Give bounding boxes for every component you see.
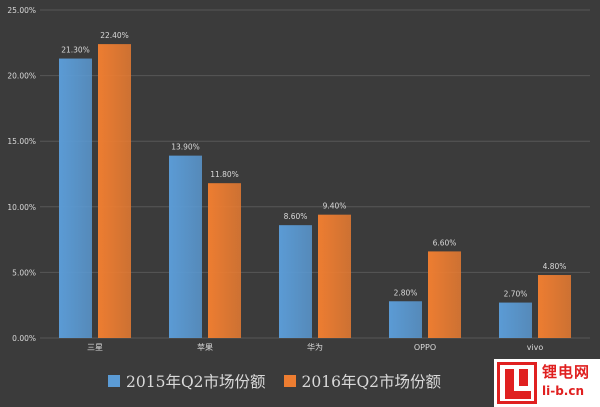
watermark-name: 锂电网 <box>542 363 591 381</box>
y-tick-label-0: 0.00% <box>12 334 36 343</box>
legend-swatch-2016 <box>283 375 296 387</box>
legend-item-2015: 2015年Q2市场份额 <box>108 370 266 392</box>
bar-2015-1 <box>169 155 202 338</box>
legend-label-2016: 2016年Q2市场份额 <box>301 373 442 391</box>
li-logo-icon <box>497 362 537 404</box>
bar-2015-3 <box>389 301 422 338</box>
data-label-2016-1: 11.80% <box>210 170 239 179</box>
legend-item-2016: 2016年Q2市场份额 <box>283 370 442 392</box>
y-tick-label-4: 20.00% <box>7 72 36 81</box>
legend: 2015年Q2市场份额 2016年Q2市场份额 <box>108 370 441 392</box>
y-tick-label-1: 5.00% <box>12 268 36 277</box>
y-tick-label-5: 25.00% <box>7 6 36 15</box>
x-tick-label-2: 华为 <box>307 342 323 352</box>
data-label-2016-3: 6.60% <box>433 238 457 247</box>
bar-2015-4 <box>499 302 532 338</box>
bar-2016-3 <box>428 251 461 338</box>
data-label-2015-2: 8.60% <box>284 212 308 221</box>
x-tick-label-3: OPPO <box>414 343 436 352</box>
watermark-logo: 锂电网 li-b.cn <box>494 359 600 407</box>
bar-2016-2 <box>318 214 351 338</box>
x-tick-label-0: 三星 <box>87 343 103 352</box>
x-tick-label-4: vivo <box>527 343 544 352</box>
bar-2016-4 <box>538 275 571 338</box>
bar-2015-0 <box>59 58 92 338</box>
data-label-2016-2: 9.40% <box>323 202 347 211</box>
data-label-2016-0: 22.40% <box>100 31 129 40</box>
data-label-2016-4: 4.80% <box>543 262 567 271</box>
legend-swatch-2015 <box>108 375 120 387</box>
bar-2015-2 <box>279 225 312 338</box>
x-tick-label-1: 苹果 <box>197 342 213 352</box>
data-label-2015-3: 2.80% <box>394 288 418 297</box>
y-tick-label-2: 10.00% <box>7 203 36 212</box>
legend-label-2015: 2015年Q2市场份额 <box>126 373 266 391</box>
data-label-2015-4: 2.70% <box>504 290 528 299</box>
data-label-2015-1: 13.90% <box>171 143 200 152</box>
bar-2016-0 <box>98 44 131 338</box>
y-tick-label-3: 15.00% <box>7 137 36 146</box>
data-label-2015-0: 21.30% <box>61 46 90 55</box>
bar-2016-1 <box>208 183 241 338</box>
watermark-url: li-b.cn <box>542 384 585 398</box>
